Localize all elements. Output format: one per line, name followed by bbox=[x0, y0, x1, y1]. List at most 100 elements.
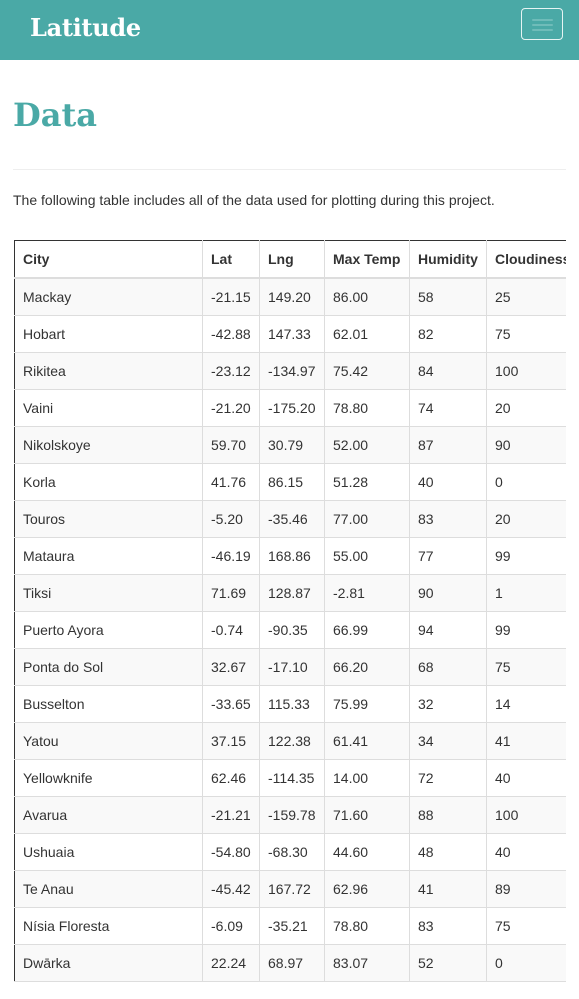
cell-max-temp: 66.20 bbox=[324, 648, 410, 686]
cell-cloudiness: 40 bbox=[486, 759, 566, 797]
cell-lat: -54.80 bbox=[202, 833, 260, 871]
cell-max-temp: 55.00 bbox=[324, 537, 410, 575]
cell-lng: 149.20 bbox=[259, 277, 325, 316]
cell-lng: -90.35 bbox=[259, 611, 325, 649]
cell-lng: 68.97 bbox=[259, 944, 325, 982]
cell-city: Avarua bbox=[14, 796, 203, 834]
cell-city: Mackay bbox=[14, 277, 203, 316]
cell-lng: 86.15 bbox=[259, 463, 325, 501]
cell-lat: 37.15 bbox=[202, 722, 260, 760]
cell-max-temp: 52.00 bbox=[324, 426, 410, 464]
cell-cloudiness: 20 bbox=[486, 389, 566, 427]
cell-humidity: 72 bbox=[409, 759, 487, 797]
cell-max-temp: 75.42 bbox=[324, 352, 410, 390]
cell-max-temp: 71.60 bbox=[324, 796, 410, 834]
header-lng[interactable]: Lng bbox=[259, 240, 325, 279]
cell-city: Puerto Ayora bbox=[14, 611, 203, 649]
brand-link[interactable]: Latitude bbox=[30, 13, 141, 42]
cell-cloudiness: 41 bbox=[486, 722, 566, 760]
cell-humidity: 83 bbox=[409, 500, 487, 538]
page-title: Data bbox=[13, 96, 97, 134]
cell-max-temp: 78.80 bbox=[324, 389, 410, 427]
cell-max-temp: 78.80 bbox=[324, 907, 410, 945]
table-row: Avarua -21.21 -159.78 71.60 88 100 bbox=[14, 796, 566, 834]
cell-humidity: 94 bbox=[409, 611, 487, 649]
cell-city: Touros bbox=[14, 500, 203, 538]
cell-city: Vaini bbox=[14, 389, 203, 427]
cell-humidity: 34 bbox=[409, 722, 487, 760]
table-header-row: City Lat Lng Max Temp Humidity Cloudines… bbox=[14, 240, 566, 279]
cell-city: Mataura bbox=[14, 537, 203, 575]
table-row: Touros -5.20 -35.46 77.00 83 20 bbox=[14, 500, 566, 538]
cell-cloudiness: 99 bbox=[486, 611, 566, 649]
cell-lat: -5.20 bbox=[202, 500, 260, 538]
navbar-toggle-button[interactable] bbox=[521, 8, 563, 40]
cell-humidity: 87 bbox=[409, 426, 487, 464]
cell-lat: 32.67 bbox=[202, 648, 260, 686]
cell-cloudiness: 0 bbox=[486, 463, 566, 501]
cell-max-temp: -2.81 bbox=[324, 574, 410, 612]
cell-cloudiness: 90 bbox=[486, 426, 566, 464]
cell-lat: -42.88 bbox=[202, 315, 260, 353]
cell-cloudiness: 89 bbox=[486, 870, 566, 908]
table-row: Mataura -46.19 168.86 55.00 77 99 bbox=[14, 537, 566, 575]
cell-lat: 59.70 bbox=[202, 426, 260, 464]
cell-humidity: 41 bbox=[409, 870, 487, 908]
cell-lat: -0.74 bbox=[202, 611, 260, 649]
cell-lat: -21.15 bbox=[202, 277, 260, 316]
cell-lat: -46.19 bbox=[202, 537, 260, 575]
cell-humidity: 48 bbox=[409, 833, 487, 871]
table-row: Rikitea -23.12 -134.97 75.42 84 100 bbox=[14, 352, 566, 390]
table-row: Yellowknife 62.46 -114.35 14.00 72 40 bbox=[14, 759, 566, 797]
cell-lat: 71.69 bbox=[202, 574, 260, 612]
table-row: Ponta do Sol 32.67 -17.10 66.20 68 75 bbox=[14, 648, 566, 686]
cell-lat: -21.21 bbox=[202, 796, 260, 834]
cell-lng: -175.20 bbox=[259, 389, 325, 427]
cell-max-temp: 61.41 bbox=[324, 722, 410, 760]
cell-max-temp: 51.28 bbox=[324, 463, 410, 501]
cell-lng: -114.35 bbox=[259, 759, 325, 797]
divider bbox=[13, 169, 566, 170]
cell-lng: -35.46 bbox=[259, 500, 325, 538]
cell-city: Ushuaia bbox=[14, 833, 203, 871]
cell-cloudiness: 100 bbox=[486, 352, 566, 390]
header-cloudiness[interactable]: Cloudiness bbox=[486, 240, 566, 279]
header-max-temp[interactable]: Max Temp bbox=[324, 240, 410, 279]
cell-lat: -21.20 bbox=[202, 389, 260, 427]
cell-lat: -23.12 bbox=[202, 352, 260, 390]
cell-lng: -68.30 bbox=[259, 833, 325, 871]
cell-cloudiness: 1 bbox=[486, 574, 566, 612]
cell-lng: 115.33 bbox=[259, 685, 325, 723]
cell-lng: 30.79 bbox=[259, 426, 325, 464]
cell-humidity: 40 bbox=[409, 463, 487, 501]
cell-city: Nísia Floresta bbox=[14, 907, 203, 945]
header-lat[interactable]: Lat bbox=[202, 240, 260, 279]
header-city[interactable]: City bbox=[14, 240, 203, 279]
cell-lng: -134.97 bbox=[259, 352, 325, 390]
table-row: Puerto Ayora -0.74 -90.35 66.99 94 99 bbox=[14, 611, 566, 649]
cell-lat: -33.65 bbox=[202, 685, 260, 723]
cell-max-temp: 62.01 bbox=[324, 315, 410, 353]
cell-city: Rikitea bbox=[14, 352, 203, 390]
cell-humidity: 84 bbox=[409, 352, 487, 390]
cell-lng: 168.86 bbox=[259, 537, 325, 575]
cell-humidity: 82 bbox=[409, 315, 487, 353]
cell-humidity: 52 bbox=[409, 944, 487, 982]
header-humidity[interactable]: Humidity bbox=[409, 240, 487, 279]
cell-max-temp: 75.99 bbox=[324, 685, 410, 723]
table-row: Dwārka 22.24 68.97 83.07 52 0 bbox=[14, 944, 566, 982]
cell-cloudiness: 75 bbox=[486, 907, 566, 945]
cell-humidity: 74 bbox=[409, 389, 487, 427]
table-row: Mackay -21.15 149.20 86.00 58 25 bbox=[14, 277, 566, 316]
cell-cloudiness: 25 bbox=[486, 277, 566, 316]
cell-humidity: 32 bbox=[409, 685, 487, 723]
cell-humidity: 88 bbox=[409, 796, 487, 834]
data-table-container[interactable]: City Lat Lng Max Temp Humidity Cloudines… bbox=[14, 240, 566, 999]
cell-city: Korla bbox=[14, 463, 203, 501]
table-row: Ushuaia -54.80 -68.30 44.60 48 40 bbox=[14, 833, 566, 871]
cell-lng: 167.72 bbox=[259, 870, 325, 908]
intro-text: The following table includes all of the … bbox=[13, 192, 495, 208]
cell-max-temp: 77.00 bbox=[324, 500, 410, 538]
table-row: Nísia Floresta -6.09 -35.21 78.80 83 75 bbox=[14, 907, 566, 945]
cell-cloudiness: 75 bbox=[486, 315, 566, 353]
